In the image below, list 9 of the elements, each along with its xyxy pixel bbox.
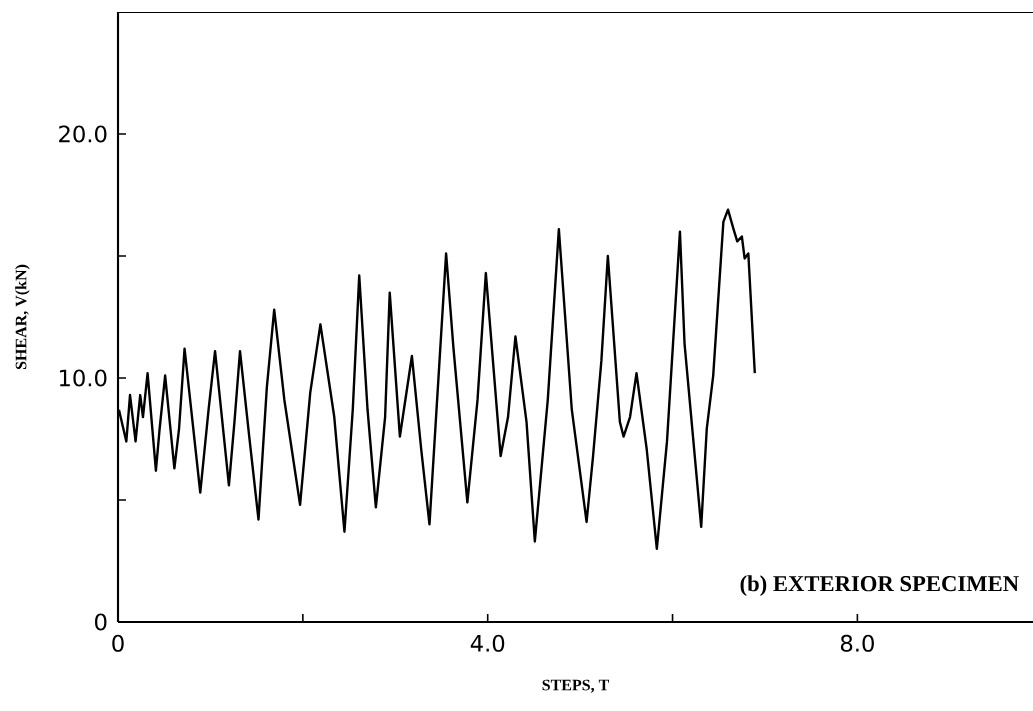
- y-axis-title: SHEAR, V(kN): [15, 264, 30, 370]
- x-tick-label: 4.0: [470, 634, 505, 652]
- x-axis-title: STEPS, T: [542, 679, 610, 693]
- y-tick-label: 0: [95, 613, 107, 631]
- y-tick-label: 20.0: [59, 125, 107, 143]
- y-tick-label: 10.0: [59, 369, 107, 387]
- annotation: (b) EXTERIOR SPECIMEN: [740, 575, 1019, 596]
- x-tick-label: 8.0: [840, 634, 874, 652]
- x-tick-label: 0: [112, 634, 124, 652]
